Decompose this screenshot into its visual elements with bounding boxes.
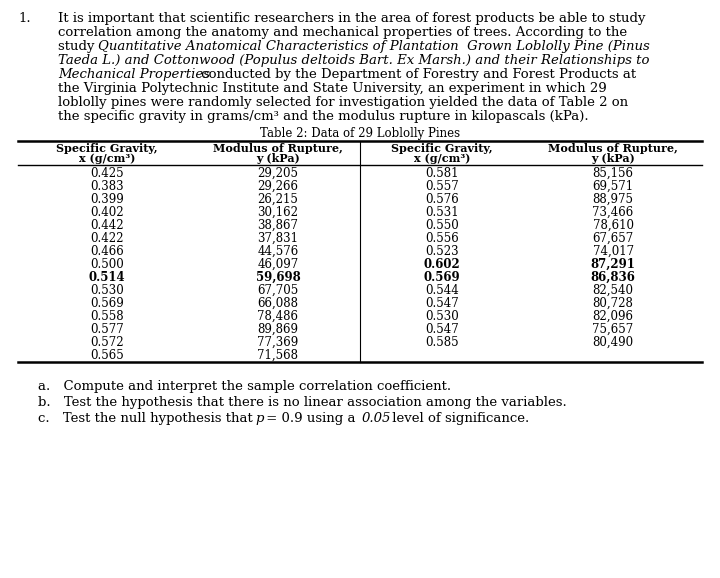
Text: 0.530: 0.530 (426, 310, 459, 323)
Text: 77,369: 77,369 (257, 336, 299, 349)
Text: 74,017: 74,017 (593, 245, 634, 258)
Text: 44,576: 44,576 (257, 245, 299, 258)
Text: Modulus of Rupture,: Modulus of Rupture, (213, 143, 343, 154)
Text: Taeda L.) and Cottonwood (Populus deltoids Bart. Ex Marsh.) and their Relationsh: Taeda L.) and Cottonwood (Populus deltoi… (58, 54, 649, 67)
Text: 89,869: 89,869 (258, 323, 298, 336)
Text: level of significance.: level of significance. (387, 412, 529, 425)
Text: 75,657: 75,657 (593, 323, 634, 336)
Text: 85,156: 85,156 (593, 167, 634, 180)
Text: 71,568: 71,568 (258, 349, 298, 362)
Text: 0.572: 0.572 (90, 336, 124, 349)
Text: 88,975: 88,975 (593, 193, 634, 206)
Text: 0.557: 0.557 (426, 180, 459, 193)
Text: b. Test the hypothesis that there is no linear association among the variables.: b. Test the hypothesis that there is no … (38, 396, 567, 409)
Text: 0.558: 0.558 (90, 310, 124, 323)
Text: loblolly pines were randomly selected for investigation yielded the data of Tabl: loblolly pines were randomly selected fo… (58, 96, 628, 109)
Text: 82,540: 82,540 (593, 284, 634, 297)
Text: the Virginia Polytechnic Institute and State University, an experiment in which : the Virginia Polytechnic Institute and S… (58, 82, 607, 95)
Text: 29,266: 29,266 (258, 180, 298, 193)
Text: 0.500: 0.500 (90, 258, 124, 271)
Text: 0.569: 0.569 (90, 297, 124, 310)
Text: 0.577: 0.577 (90, 323, 124, 336)
Text: 37,831: 37,831 (258, 232, 298, 245)
Text: 67,705: 67,705 (257, 284, 299, 297)
Text: 59,698: 59,698 (256, 271, 300, 284)
Text: 0.544: 0.544 (426, 284, 459, 297)
Text: 0.547: 0.547 (426, 297, 459, 310)
Text: 0.466: 0.466 (90, 245, 124, 258)
Text: 66,088: 66,088 (258, 297, 298, 310)
Text: 78,610: 78,610 (593, 219, 634, 232)
Text: 26,215: 26,215 (258, 193, 298, 206)
Text: 38,867: 38,867 (258, 219, 298, 232)
Text: 0.514: 0.514 (89, 271, 125, 284)
Text: 0.422: 0.422 (90, 232, 124, 245)
Text: 0.531: 0.531 (426, 206, 459, 219)
Text: correlation among the anatomy and mechanical properties of trees. According to t: correlation among the anatomy and mechan… (58, 26, 627, 39)
Text: study: study (58, 40, 99, 53)
Text: It is important that scientific researchers in the area of forest products be ab: It is important that scientific research… (58, 12, 646, 25)
Text: 67,657: 67,657 (593, 232, 634, 245)
Text: 0.425: 0.425 (90, 167, 124, 180)
Text: conducted by the Department of Forestry and Forest Products at: conducted by the Department of Forestry … (197, 68, 636, 81)
Text: Quantitative Anatomical Characteristics of Plantation  Grown Loblolly Pine (Pinu: Quantitative Anatomical Characteristics … (98, 40, 649, 53)
Text: 0.565: 0.565 (90, 349, 124, 362)
Text: 82,096: 82,096 (593, 310, 634, 323)
Text: 0.383: 0.383 (90, 180, 124, 193)
Text: 0.523: 0.523 (426, 245, 459, 258)
Text: 0.530: 0.530 (90, 284, 124, 297)
Text: p: p (256, 412, 264, 425)
Text: c. Test the null hypothesis that: c. Test the null hypothesis that (38, 412, 257, 425)
Text: 69,571: 69,571 (593, 180, 634, 193)
Text: Modulus of Rupture,: Modulus of Rupture, (548, 143, 678, 154)
Text: 87,291: 87,291 (590, 258, 636, 271)
Text: 0.602: 0.602 (423, 258, 461, 271)
Text: 1.: 1. (18, 12, 31, 25)
Text: 0.576: 0.576 (426, 193, 459, 206)
Text: 0.442: 0.442 (90, 219, 124, 232)
Text: x (g/cm³): x (g/cm³) (414, 153, 470, 164)
Text: 0.402: 0.402 (90, 206, 124, 219)
Text: y (kPa): y (kPa) (256, 153, 300, 164)
Text: a. Compute and interpret the sample correlation coefficient.: a. Compute and interpret the sample corr… (38, 380, 451, 393)
Text: 80,490: 80,490 (593, 336, 634, 349)
Text: 0.581: 0.581 (426, 167, 459, 180)
Text: 30,162: 30,162 (258, 206, 298, 219)
Text: 0.556: 0.556 (426, 232, 459, 245)
Text: = 0.9 using a: = 0.9 using a (262, 412, 360, 425)
Text: 0.585: 0.585 (426, 336, 459, 349)
Text: 0.399: 0.399 (90, 193, 124, 206)
Text: 86,836: 86,836 (590, 271, 636, 284)
Text: 80,728: 80,728 (593, 297, 634, 310)
Text: 0.569: 0.569 (424, 271, 460, 284)
Text: y (kPa): y (kPa) (591, 153, 635, 164)
Text: 0.550: 0.550 (426, 219, 459, 232)
Text: the specific gravity in grams/cm³ and the modulus rupture in kilopascals (kPa).: the specific gravity in grams/cm³ and th… (58, 110, 589, 123)
Text: Table 2: Data of 29 Loblolly Pines: Table 2: Data of 29 Loblolly Pines (260, 127, 460, 140)
Text: 46,097: 46,097 (257, 258, 299, 271)
Text: Mechanical Properties: Mechanical Properties (58, 68, 210, 81)
Text: 0.05: 0.05 (361, 412, 391, 425)
Text: Specific Gravity,: Specific Gravity, (391, 143, 493, 154)
Text: 73,466: 73,466 (593, 206, 634, 219)
Text: 0.547: 0.547 (426, 323, 459, 336)
Text: x (g/cm³): x (g/cm³) (78, 153, 135, 164)
Text: Specific Gravity,: Specific Gravity, (56, 143, 158, 154)
Text: 29,205: 29,205 (258, 167, 298, 180)
Text: 78,486: 78,486 (258, 310, 298, 323)
